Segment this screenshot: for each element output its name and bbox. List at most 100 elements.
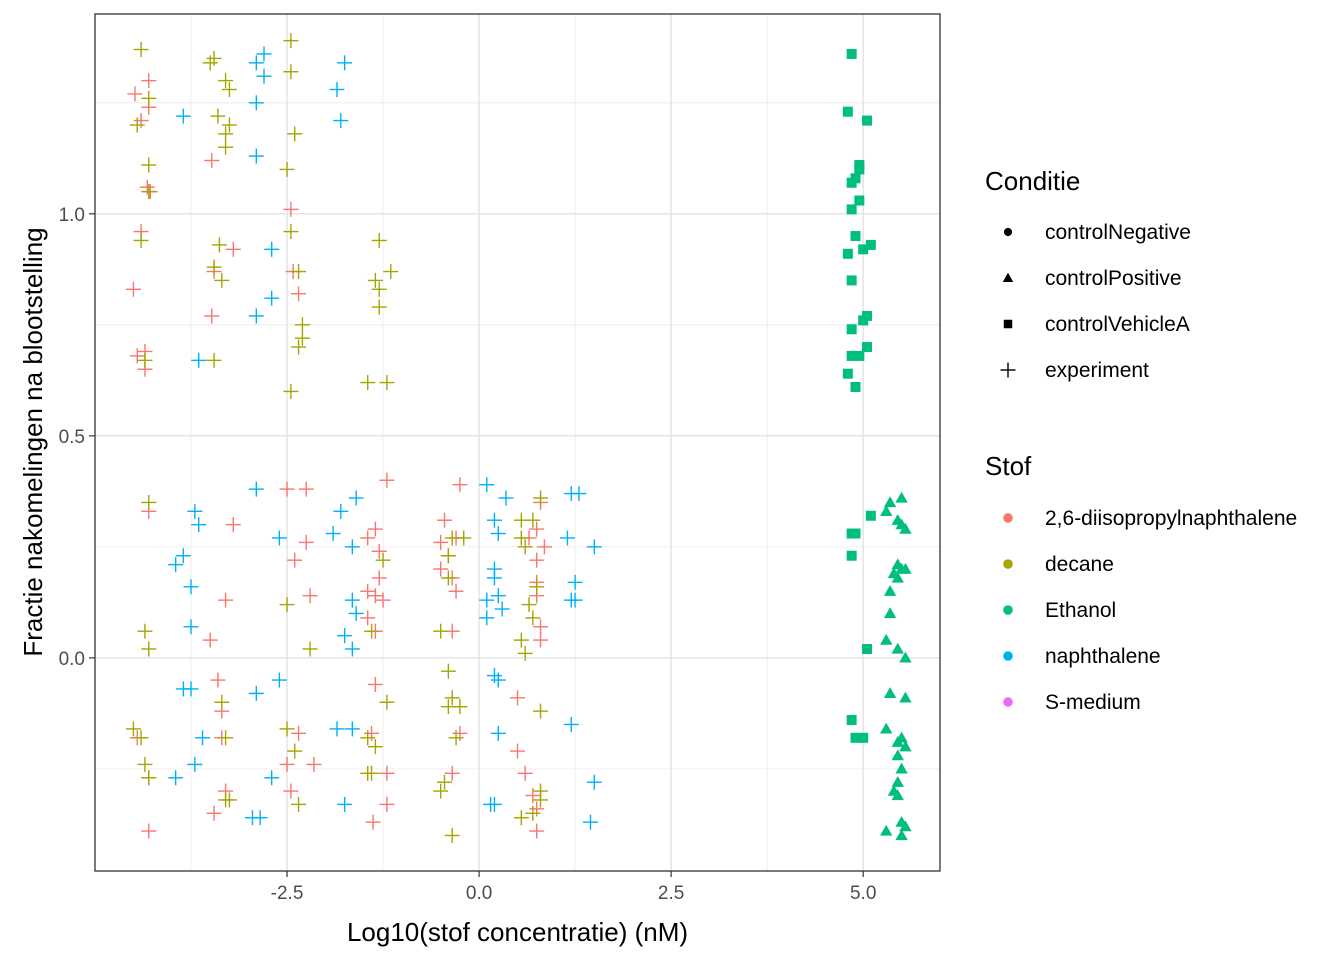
data-point — [302, 641, 318, 657]
data-point — [533, 792, 549, 808]
data-point — [899, 651, 912, 663]
data-point — [264, 241, 280, 257]
data-point — [279, 481, 295, 497]
data-point — [899, 691, 912, 703]
data-point — [248, 148, 264, 164]
data-point — [379, 765, 395, 781]
data-point — [494, 601, 510, 617]
data-point — [452, 699, 468, 715]
data-point — [891, 571, 904, 583]
data-point — [325, 526, 341, 542]
data-point — [183, 579, 199, 595]
data-point — [433, 534, 449, 550]
data-point — [127, 86, 143, 102]
data-point — [141, 770, 157, 786]
data-point — [440, 570, 456, 586]
data-point — [529, 521, 545, 537]
data-point — [533, 490, 549, 506]
data-point — [486, 512, 502, 528]
data-point — [880, 505, 893, 516]
data-point — [533, 619, 549, 635]
data-point — [337, 55, 353, 71]
data-point — [360, 375, 376, 391]
data-point — [175, 548, 191, 564]
y-tick-label: 1.0 — [59, 205, 85, 226]
data-point — [204, 153, 220, 169]
data-point — [283, 383, 299, 399]
data-point — [865, 239, 876, 250]
data-point — [279, 597, 295, 613]
data-point — [880, 722, 893, 734]
legend-label: decane — [1045, 553, 1114, 576]
data-point — [891, 749, 904, 761]
data-point — [862, 643, 873, 654]
x-tick-label: 2.5 — [658, 883, 684, 904]
data-point — [517, 539, 533, 555]
data-point — [187, 756, 203, 772]
data-point — [291, 264, 307, 280]
data-point — [344, 641, 360, 657]
data-point — [854, 164, 865, 175]
data-point — [846, 550, 857, 561]
plot-panel — [95, 14, 940, 871]
data-point — [333, 113, 349, 129]
data-point — [264, 770, 280, 786]
legend-label: controlNegative — [1045, 221, 1191, 244]
data-point — [271, 530, 287, 546]
data-point — [895, 762, 908, 774]
data-point — [490, 526, 506, 542]
data-point — [298, 481, 314, 497]
data-point — [529, 552, 545, 568]
legend-label: S-medium — [1045, 691, 1141, 714]
data-point — [125, 721, 141, 737]
data-point — [850, 381, 861, 392]
data-point — [364, 623, 380, 639]
legend-key-square — [1003, 319, 1013, 329]
data-point — [563, 716, 579, 732]
legend-key-plus — [1000, 362, 1016, 378]
data-point — [559, 530, 575, 546]
data-point — [206, 50, 222, 66]
data-point — [586, 774, 602, 790]
data-point — [202, 632, 218, 648]
data-point — [883, 607, 897, 619]
data-point — [283, 224, 299, 240]
data-point — [133, 42, 149, 58]
data-point — [858, 244, 869, 255]
data-point — [383, 264, 399, 280]
data-point — [371, 299, 387, 315]
data-point — [571, 486, 587, 502]
data-point — [204, 308, 220, 324]
data-point — [344, 592, 360, 608]
data-point — [129, 117, 145, 133]
data-point — [899, 562, 912, 574]
data-point — [287, 743, 303, 759]
data-point — [141, 90, 157, 106]
data-point — [191, 352, 207, 368]
data-point — [125, 281, 141, 297]
data-point — [210, 108, 226, 124]
data-point — [348, 605, 364, 621]
data-point — [536, 539, 552, 555]
data-point — [498, 490, 514, 506]
data-point — [302, 588, 318, 604]
data-point — [891, 789, 904, 801]
data-point — [218, 139, 234, 155]
data-point — [525, 788, 541, 804]
data-point — [133, 232, 149, 248]
data-point — [221, 81, 237, 97]
data-point — [533, 703, 549, 719]
data-point — [283, 64, 299, 80]
data-point — [337, 628, 353, 644]
data-point — [842, 248, 853, 259]
data-point — [858, 732, 869, 743]
data-point — [283, 783, 299, 799]
data-point — [244, 810, 260, 826]
data-point — [883, 496, 897, 508]
legend-label: controlVehicleA — [1045, 313, 1190, 336]
data-point — [210, 672, 226, 688]
data-point — [379, 694, 395, 710]
data-point — [582, 814, 598, 830]
legend-key-color — [1003, 605, 1013, 615]
data-point — [175, 108, 191, 124]
